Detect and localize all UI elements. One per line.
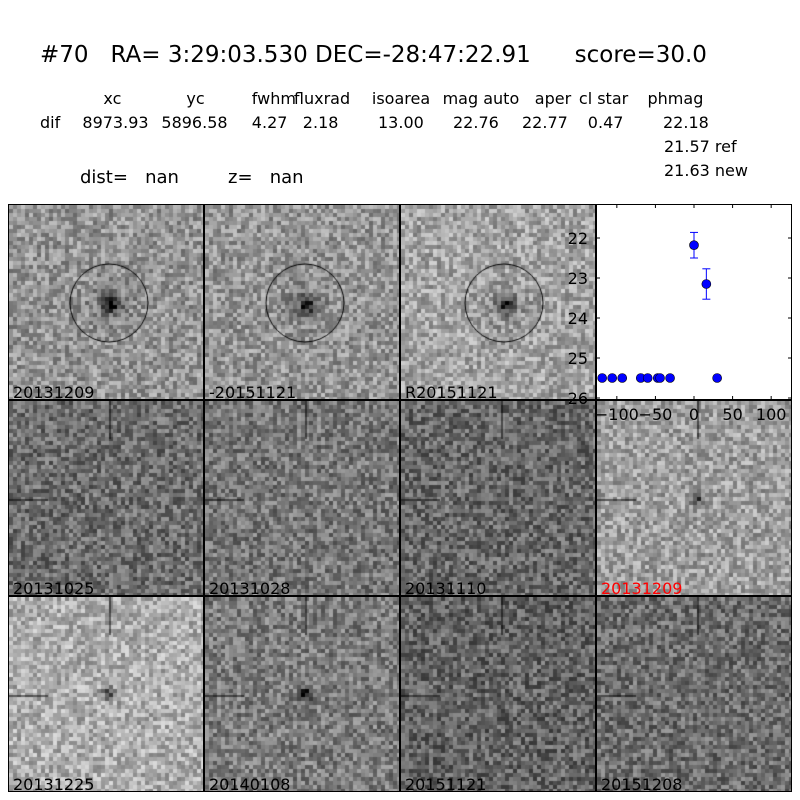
column-header: yc — [186, 89, 205, 108]
image-stamp: 20131110 — [400, 400, 596, 596]
stat-value: 2.18 — [302, 113, 339, 132]
stat-value: 13.00 — [378, 113, 424, 132]
image-stamp: 20151121 — [400, 596, 596, 792]
data-point — [701, 279, 712, 289]
stamp-date-label: 20131209 — [601, 579, 683, 596]
stamp-image — [205, 205, 399, 399]
x-tick-label: 100 — [756, 405, 787, 424]
y-tick-label: 24 — [568, 309, 588, 328]
light-curve-plot: −100 −50 0 50 100 22 23 24 25 26 — [568, 204, 792, 424]
z-value: z= nan — [228, 167, 304, 188]
data-point — [712, 373, 722, 383]
image-stamp: 20131025 — [8, 400, 204, 596]
stat-value: 22.77 — [522, 113, 568, 132]
image-stamp: 20131209 — [8, 204, 204, 400]
column-header: isoarea — [371, 89, 431, 108]
data-point — [689, 240, 699, 251]
dist-value: dist= nan — [80, 167, 179, 188]
image-stamp: 20131209 — [596, 400, 792, 596]
image-stamp: 20140108 — [204, 596, 400, 792]
column-header: mag auto — [442, 89, 520, 108]
image-stamp: 20131225 — [8, 596, 204, 792]
stamp-image — [597, 597, 791, 791]
stamp-date-label: -20151121 — [209, 383, 297, 400]
stat-value: 0.47 — [587, 113, 624, 132]
data-point — [607, 373, 618, 383]
image-stamp: R20151121 — [400, 204, 596, 400]
y-tick-label: 22 — [568, 229, 588, 248]
stat-value: 4.27 — [251, 113, 288, 132]
stat-value: 5896.58 — [161, 113, 228, 132]
column-header: fwhm — [251, 89, 296, 108]
stamp-date-label: 20131028 — [209, 579, 291, 596]
x-tick-label: −100 — [595, 405, 639, 424]
stamp-image — [597, 401, 791, 595]
data-point — [665, 373, 675, 383]
stamp-image — [205, 597, 399, 791]
data-point — [642, 373, 653, 383]
column-header: fluxrad — [293, 89, 351, 108]
stamp-image — [401, 401, 595, 595]
stamp-date-label: 20131225 — [13, 775, 95, 792]
stamp-date-label: 20151208 — [601, 775, 683, 792]
column-header: phmag — [647, 89, 704, 108]
x-tick-label: 0 — [689, 405, 699, 424]
image-stamp: 20131028 — [204, 400, 400, 596]
stat-value: 8973.93 — [82, 113, 149, 132]
data-point — [655, 373, 665, 383]
x-tick-label: 50 — [722, 405, 742, 424]
stamp-date-label: 20131025 — [13, 579, 95, 596]
stat-value: 22.76 — [453, 113, 499, 132]
page-title: #70 RA= 3:29:03.530 DEC=-28:47:22.91 sco… — [40, 42, 707, 68]
stamp-date-label: 20131110 — [405, 579, 487, 596]
stamp-image — [9, 205, 203, 399]
stamp-image — [9, 597, 203, 791]
data-point — [617, 373, 628, 383]
new-mag: 21.63 new — [664, 161, 748, 180]
column-header: aper — [534, 89, 572, 108]
stamp-image — [401, 597, 595, 791]
y-tick-label: 26 — [568, 389, 588, 408]
stamp-image — [9, 401, 203, 595]
stamp-image — [401, 205, 595, 399]
image-stamp: -20151121 — [204, 204, 400, 400]
stamp-date-label: 20131209 — [13, 383, 95, 400]
image-stamp: 20151208 — [596, 596, 792, 792]
row-label: dif — [40, 113, 61, 132]
column-header: cl star — [578, 89, 629, 108]
y-tick-label: 25 — [568, 349, 588, 368]
stamp-date-label: 20151121 — [405, 775, 487, 792]
y-tick-label: 23 — [568, 269, 588, 288]
column-header: xc — [103, 89, 122, 108]
stat-value: 22.18 — [663, 113, 709, 132]
stamp-date-label: 20140108 — [209, 775, 291, 792]
data-point — [597, 373, 607, 383]
stamp-date-label: R20151121 — [405, 383, 498, 400]
ref-mag: 21.57 ref — [664, 137, 737, 156]
x-tick-label: −50 — [639, 405, 673, 424]
stamp-image — [205, 401, 399, 595]
